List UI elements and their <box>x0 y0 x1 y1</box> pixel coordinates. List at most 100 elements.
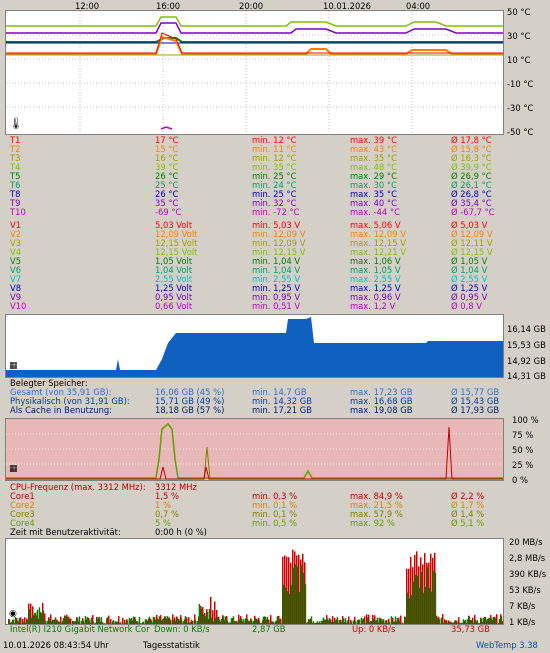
cpu-min: min. 0,1 % <box>252 509 298 519</box>
temp-min: min. 32 °C <box>252 198 297 208</box>
network-bar <box>102 622 104 624</box>
network-bar <box>158 616 161 624</box>
network-bar <box>152 616 155 624</box>
network-bar <box>302 572 305 624</box>
network-bar <box>484 617 487 624</box>
network-down: Down: 0 KB/s <box>154 624 210 634</box>
volt-name: V4 <box>10 247 22 257</box>
network-bar <box>170 619 172 624</box>
network-bar <box>436 618 439 624</box>
cpu-avg: Ø 1,4 % <box>451 509 485 519</box>
volt-cur: 12,09 Volt <box>155 229 198 239</box>
volt-min: min. 12,09 V <box>252 229 306 239</box>
memory-chart: ▦ <box>5 314 504 378</box>
network-bar <box>286 591 289 624</box>
time-tick: 16:00 <box>156 1 181 11</box>
cpu-max: max. 84,9 % <box>350 491 403 501</box>
temp-name: T3 <box>10 153 21 163</box>
network-bar <box>474 614 476 624</box>
network-bar <box>48 618 51 624</box>
temp-min: min. 11 °C <box>252 144 297 154</box>
network-bar <box>238 619 241 624</box>
network-bar <box>170 623 173 624</box>
network-bar <box>410 594 413 624</box>
cpu-min: min. 0,5 % <box>252 518 298 528</box>
network-bar <box>398 620 401 624</box>
status-mode[interactable]: Tagesstatistik <box>143 640 200 650</box>
network-bar <box>258 620 261 624</box>
network-bar <box>46 620 49 624</box>
mem-tick: 14,92 GB <box>507 356 546 366</box>
network-bar <box>40 613 43 624</box>
network-bar <box>372 618 375 624</box>
temp-cur: 35 °C <box>155 198 179 208</box>
network-bar <box>380 619 383 624</box>
network-bar <box>134 618 137 624</box>
volt-max: max. 0,96 V <box>350 292 401 302</box>
volt-avg: Ø 0,95 V <box>451 292 488 302</box>
temp-avg: Ø 26,8 °C <box>451 189 492 199</box>
network-bar <box>498 618 501 624</box>
network-bar <box>364 623 367 624</box>
cpu-min: min. 0,3 % <box>252 491 298 501</box>
network-bar <box>456 620 458 624</box>
network-bar <box>164 616 167 624</box>
temp-avg: Ø 17,8 °C <box>451 135 492 145</box>
network-bar <box>378 617 381 624</box>
network-bar <box>304 584 307 624</box>
network-up-total: 35,73 GB <box>451 624 490 634</box>
temp-tick: -30 °C <box>507 103 534 113</box>
network-bar <box>266 617 269 624</box>
network-bar <box>234 621 237 624</box>
temp-name: T1 <box>10 135 21 145</box>
cpu-tick: 100 % <box>512 415 539 425</box>
mem-name: Physikalisch (von 31,91 GB): <box>10 396 130 406</box>
time-tick: 20:00 <box>239 1 264 11</box>
network-bar <box>184 616 187 624</box>
net-tick: 20 MB/s <box>509 537 543 547</box>
time-tick: 10.01.2026 <box>323 1 371 11</box>
network-bar <box>154 620 157 624</box>
network-bar <box>442 623 445 624</box>
mem-min: min. 14,32 GB <box>252 396 312 406</box>
network-bar <box>422 592 425 624</box>
status-version[interactable]: WebTemp 3.38 <box>476 640 538 650</box>
network-bar <box>206 611 209 624</box>
net-tick: 390 KB/s <box>509 569 547 579</box>
network-bar <box>324 619 327 624</box>
network-bar <box>176 617 179 624</box>
network-bar <box>88 620 91 624</box>
network-bar <box>400 615 402 624</box>
temp-min: min. -72 °C <box>252 207 300 217</box>
network-bar <box>78 616 81 624</box>
volt-cur: 1,25 Volt <box>155 283 193 293</box>
network-bar <box>70 618 72 624</box>
network-bar <box>32 606 34 624</box>
network-bar <box>404 617 407 624</box>
cpu-max: max. 21,5 % <box>350 500 403 510</box>
network-bar <box>124 623 127 624</box>
temp-name: T9 <box>10 198 21 208</box>
network-bar <box>252 620 255 624</box>
network-bar <box>344 618 347 624</box>
volt-min: min. 2,55 V <box>252 274 301 284</box>
volt-min: min. 12,09 V <box>252 238 306 248</box>
network-bar <box>214 601 216 624</box>
network-bar <box>468 616 471 624</box>
network-bar <box>142 621 145 624</box>
network-bar <box>212 610 214 624</box>
volt-min: min. 1,04 V <box>252 256 301 266</box>
network-bar <box>118 616 120 624</box>
network-bar <box>216 617 219 624</box>
network-bar <box>296 566 299 624</box>
network-bar <box>156 618 159 624</box>
volt-max: max. 12,21 V <box>350 247 406 257</box>
mem-cur: 18,18 GB (57 %) <box>155 405 225 415</box>
network-bar <box>174 620 177 624</box>
temp-min: min. 24 °C <box>252 180 297 190</box>
network-bar <box>124 619 126 624</box>
network-bar <box>244 618 247 624</box>
network-bar <box>308 619 311 624</box>
cpu-chart: ▦ <box>5 418 504 481</box>
volt-max: max. 1,05 V <box>350 265 401 275</box>
